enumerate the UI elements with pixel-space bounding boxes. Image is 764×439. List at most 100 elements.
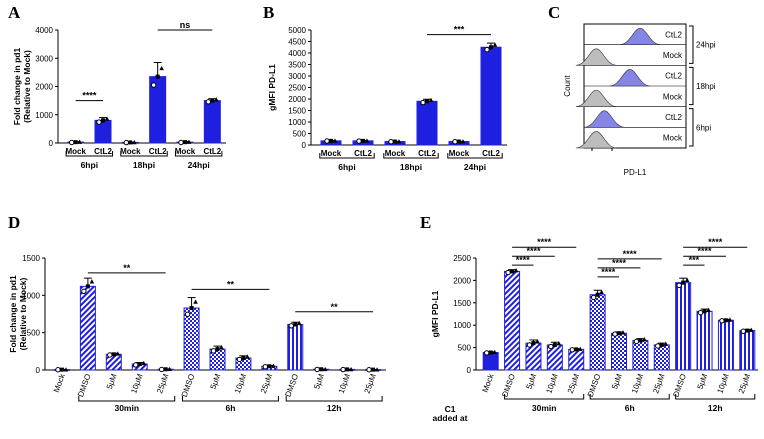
significance-label: ** bbox=[227, 279, 235, 289]
panel-letter-c: C bbox=[548, 3, 560, 22]
panel-letter-e: E bbox=[420, 213, 431, 232]
data-point bbox=[319, 367, 324, 372]
y-tick-label: 0 bbox=[467, 366, 472, 375]
category-label: 5μM bbox=[525, 372, 539, 390]
data-point bbox=[655, 343, 661, 349]
significance-label: **** bbox=[612, 258, 627, 268]
histogram-row-label: CtL2 bbox=[665, 113, 682, 122]
category-label: DMSO bbox=[283, 373, 300, 399]
data-point bbox=[727, 317, 733, 322]
data-point bbox=[288, 323, 294, 329]
group-label: 12h bbox=[327, 403, 342, 413]
histogram-curve bbox=[583, 110, 625, 128]
data-point bbox=[329, 138, 333, 143]
data-point bbox=[123, 139, 130, 146]
group-bracket bbox=[174, 151, 223, 157]
data-point bbox=[77, 139, 82, 144]
y-tick-label: 1500 bbox=[453, 299, 471, 308]
data-point bbox=[633, 338, 640, 345]
data-point bbox=[676, 282, 682, 289]
histogram-curve bbox=[609, 69, 651, 87]
data-point bbox=[393, 139, 397, 144]
group-bracket bbox=[589, 394, 670, 400]
category-label: Mock bbox=[321, 149, 342, 158]
data-point bbox=[332, 138, 338, 143]
data-point bbox=[556, 340, 562, 346]
y-tick-label: 0 bbox=[302, 141, 307, 150]
histogram-group-label: 6hpi bbox=[696, 123, 711, 132]
data-point bbox=[267, 364, 272, 369]
category-label: DMSO bbox=[76, 373, 93, 399]
panel-letter-b: B bbox=[263, 3, 274, 22]
data-point bbox=[81, 288, 87, 295]
category-label: 10μM bbox=[233, 372, 248, 394]
significance-label: ns bbox=[180, 20, 191, 30]
significance-label: ** bbox=[331, 302, 339, 312]
data-point bbox=[745, 328, 750, 333]
data-point bbox=[374, 367, 380, 372]
data-point bbox=[612, 331, 618, 337]
data-point bbox=[133, 362, 139, 368]
y-tick-label: 2000 bbox=[453, 276, 471, 285]
data-point bbox=[488, 350, 493, 355]
data-point bbox=[638, 338, 643, 343]
data-point bbox=[163, 367, 168, 372]
data-point bbox=[128, 140, 133, 145]
data-point bbox=[193, 299, 198, 304]
y-tick-label: 2500 bbox=[288, 84, 306, 93]
bar bbox=[504, 270, 521, 371]
data-point bbox=[262, 364, 269, 370]
category-label: CtL2 bbox=[203, 147, 221, 156]
y-tick-label: 500 bbox=[293, 130, 307, 139]
data-point bbox=[620, 330, 626, 335]
data-point bbox=[663, 341, 669, 346]
y-axis-label: Fold change in pd1 bbox=[12, 48, 22, 126]
histogram-row-label: CtL2 bbox=[665, 72, 682, 81]
data-point bbox=[749, 327, 754, 332]
data-point bbox=[492, 349, 497, 355]
data-point bbox=[428, 97, 434, 103]
data-point bbox=[186, 139, 192, 144]
histogram-group-label: 24hpi bbox=[696, 41, 716, 50]
group-label: 24hpi bbox=[188, 160, 210, 170]
data-point bbox=[155, 74, 160, 79]
data-point bbox=[345, 367, 350, 372]
data-point bbox=[68, 139, 75, 146]
y-tick-label: 2000 bbox=[35, 83, 53, 92]
data-point bbox=[457, 139, 461, 144]
chart-e-gmfi-pdl1-c1: 0 500 1000 1500 2000 2500 gMFI PD-L1 Mock DMSO 5μ… bbox=[430, 237, 758, 423]
bar bbox=[589, 294, 606, 371]
data-point bbox=[55, 367, 61, 373]
group-label: 18hpi bbox=[400, 162, 422, 172]
data-point bbox=[723, 318, 728, 323]
y-tick-label: 4000 bbox=[288, 49, 306, 58]
category-label: Mock bbox=[52, 372, 67, 394]
histogram-row-label: CtL2 bbox=[665, 30, 682, 39]
significance-label: **** bbox=[698, 246, 713, 256]
significance-label: *** bbox=[689, 255, 700, 265]
data-point bbox=[215, 347, 220, 352]
data-point bbox=[205, 99, 212, 105]
category-label: CtL2 bbox=[354, 149, 372, 158]
data-point bbox=[184, 311, 191, 317]
data-point bbox=[137, 362, 142, 367]
data-point bbox=[219, 345, 224, 350]
category-label: CtL2 bbox=[94, 147, 112, 156]
category-label: DMSO bbox=[671, 373, 688, 399]
group-bracket bbox=[383, 153, 439, 159]
category-label: DMSO bbox=[500, 373, 517, 399]
histogram-x-label: PD-L1 bbox=[624, 168, 647, 177]
data-point bbox=[364, 138, 370, 143]
data-point bbox=[510, 269, 515, 274]
group-label: 6h bbox=[625, 403, 635, 413]
bar bbox=[568, 348, 585, 371]
bar bbox=[675, 282, 692, 371]
significance-label: **** bbox=[526, 246, 541, 256]
data-point bbox=[484, 47, 490, 53]
y-tick-label: 1000 bbox=[288, 118, 306, 127]
category-label: Mock bbox=[175, 147, 196, 156]
significance-label: **** bbox=[623, 249, 638, 259]
data-point bbox=[241, 356, 246, 361]
panel-letter-a: A bbox=[8, 3, 21, 22]
chart-d-fold-change-pd1-c1: 0 500 1000 1500 Fold change in pd1 (Relative … bbox=[8, 254, 386, 413]
